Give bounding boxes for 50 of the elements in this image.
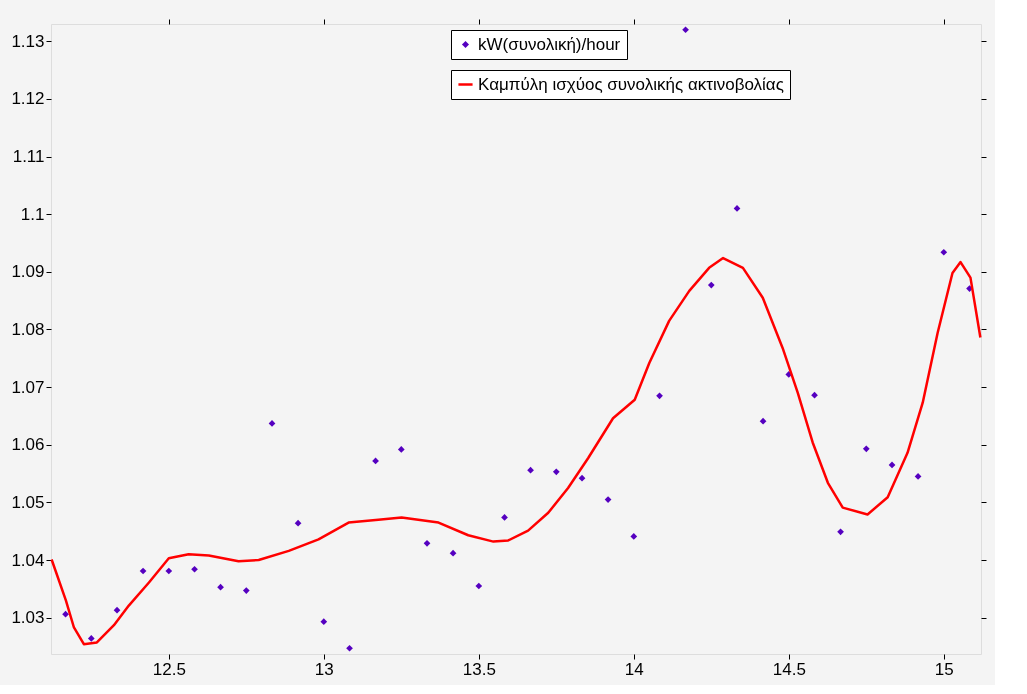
point [656, 392, 663, 400]
y-tick-label: 1.08 [11, 319, 45, 339]
point [191, 565, 198, 573]
point [862, 445, 870, 453]
x-tick-label: 15 [934, 659, 954, 679]
point [475, 582, 483, 590]
point [888, 461, 896, 469]
x-tick-label: 13 [314, 659, 334, 679]
point [527, 466, 534, 474]
x-tick-label: 12.5 [152, 659, 186, 679]
point [630, 533, 638, 540]
point [372, 457, 379, 465]
y-tick-label: 1.12 [11, 89, 45, 109]
point [139, 567, 147, 575]
point [707, 281, 715, 289]
y-tick-label: 1.11 [12, 147, 45, 167]
point [552, 468, 560, 476]
point [578, 474, 586, 482]
point [294, 519, 302, 527]
y-tick-label: 1.13 [11, 31, 45, 51]
point [62, 610, 69, 618]
x-tick-label: 14 [624, 659, 644, 679]
y-tick-label: 1.05 [11, 492, 45, 512]
x-tick-label: 14.5 [772, 659, 806, 679]
point [423, 539, 431, 547]
point [449, 549, 457, 557]
point [940, 248, 948, 256]
point [217, 583, 224, 591]
y-tick-label: 1.04 [11, 550, 45, 570]
point [759, 417, 767, 425]
legend-label: Καμπύλη ισχύος συνολικής ακτινοβολίας [478, 74, 784, 94]
x-tick-label: 13.5 [462, 659, 496, 679]
point [346, 644, 353, 652]
point [87, 635, 95, 642]
point [811, 391, 818, 399]
y-tick-label: 1.03 [11, 608, 45, 628]
point [682, 26, 689, 34]
line-series [50, 256, 982, 646]
y-tick-label: 1.06 [11, 435, 45, 455]
point [501, 514, 508, 521]
point [165, 567, 173, 575]
point [397, 446, 405, 453]
y-tick-label: 1.1 [20, 204, 45, 224]
y-tick-label: 1.07 [11, 377, 45, 397]
y-tick-label: 1.09 [11, 262, 45, 282]
point [113, 606, 121, 614]
point [837, 528, 844, 536]
legend-label: kW(συνολική)/hour [478, 34, 621, 54]
point [242, 587, 250, 594]
point [320, 618, 328, 626]
